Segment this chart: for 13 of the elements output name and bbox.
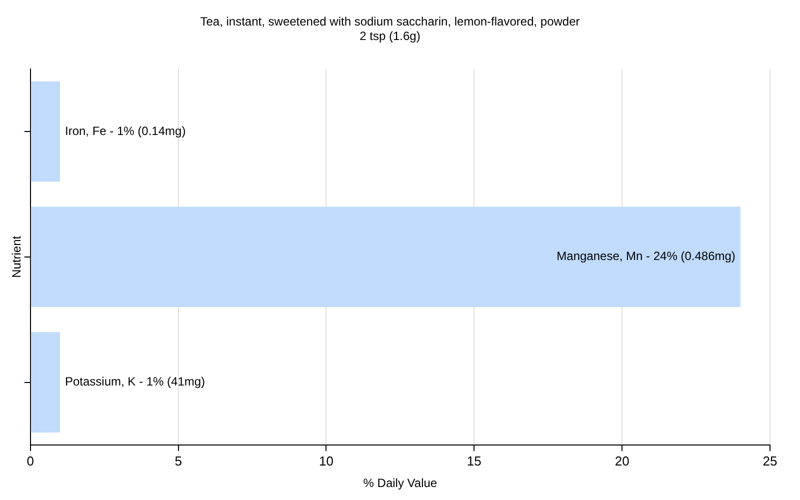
x-tick-label: 5: [174, 453, 182, 468]
x-tick-label: 10: [319, 453, 334, 468]
chart-title: Tea, instant, sweetened with sodium saccharin, lemon-flavored, powder: [200, 14, 580, 29]
annotation: Iron, Fe - 1% (0.14mg): [64, 124, 186, 138]
annotation: Manganese, Mn - 24% (0.486mg): [556, 249, 736, 264]
y-axis-title: Nutrient: [10, 235, 24, 278]
chart-subtitle: 2 tsp (1.6g): [360, 28, 420, 43]
x-tick-label: 0: [26, 453, 34, 468]
x-tick-label: 20: [614, 453, 630, 468]
x-axis-title: % Daily Value: [363, 476, 438, 490]
x-tick-label: 25: [762, 453, 778, 468]
annotation: Potassium, K - 1% (41mg): [64, 374, 206, 389]
x-tick-label: 15: [466, 453, 482, 468]
